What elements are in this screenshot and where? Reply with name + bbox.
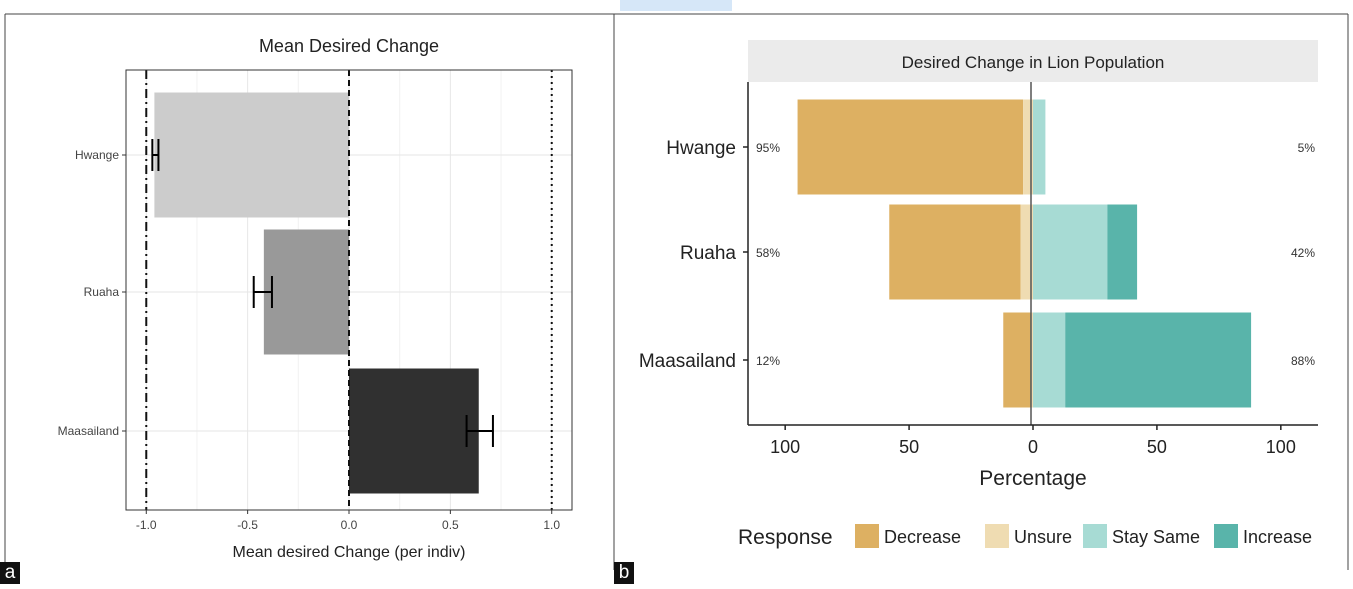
bar-segment-increase [1065, 312, 1252, 408]
bar-group-ruaha [889, 204, 1138, 300]
legend-item-decrease: Decrease [855, 524, 961, 548]
left-percentage-label: 95% [756, 141, 780, 155]
x-tick-label: 0.5 [442, 518, 459, 532]
left-percentage-label: 12% [756, 354, 780, 368]
y-tick-label-maasailand: Maasailand [639, 351, 736, 372]
error-bar-hwange [151, 139, 160, 171]
legend-swatch-increase [1214, 524, 1238, 548]
bar-segment-decrease [797, 99, 1024, 195]
panel-a-y-axis: Hwange Ruaha Maasailand [58, 148, 126, 438]
top-band-decoration [620, 0, 732, 11]
x-tick-label: -1.0 [136, 518, 157, 532]
bar-maasailand [349, 368, 479, 494]
legend-label-stay-same: Stay Same [1112, 527, 1200, 547]
legend-item-increase: Increase [1214, 524, 1312, 548]
x-tick-label: 50 [899, 437, 919, 457]
legend-title: Response [738, 526, 833, 549]
y-tick-label-hwange: Hwange [75, 148, 119, 162]
bar-segment-unsure [1023, 99, 1033, 195]
bar-segment-increase [1107, 204, 1138, 300]
panel-b-x-axis: 100 50 0 50 100 [770, 425, 1296, 457]
legend-swatch-stay-same [1083, 524, 1107, 548]
bar-segment-unsure [1030, 312, 1033, 408]
x-tick-label: 50 [1147, 437, 1167, 457]
x-tick-label: 100 [1266, 437, 1296, 457]
legend-label-decrease: Decrease [884, 527, 961, 547]
legend-label-unsure: Unsure [1014, 527, 1072, 547]
x-tick-label: 0.0 [341, 518, 358, 532]
panel-b-desired-change-in-lion-population: Desired Change in Lion Population Hwange… [639, 40, 1318, 549]
panel-b-title-strip [748, 40, 1318, 82]
legend-item-unsure: Unsure [985, 524, 1072, 548]
y-tick-label-maasailand: Maasailand [58, 424, 119, 438]
bar-segment-stay-same [1033, 204, 1108, 300]
panel-b-percentage-labels: 95% 5% 58% 42% 12% 88% [756, 141, 1315, 368]
panel-b-stacked-bars [797, 99, 1252, 408]
legend-swatch-decrease [855, 524, 879, 548]
x-tick-label: 0 [1028, 437, 1038, 457]
panel-a-title: Mean Desired Change [259, 36, 439, 56]
bar-segment-stay-same [1033, 312, 1066, 408]
y-tick-label-hwange: Hwange [666, 138, 736, 159]
y-tick-label-ruaha: Ruaha [84, 285, 120, 299]
panel-b-y-axis: Hwange Ruaha Maasailand [639, 138, 748, 372]
bar-ruaha [263, 229, 349, 355]
panel-a-x-axis: -1.0 -0.5 0.0 0.5 1.0 [136, 510, 560, 532]
bar-segment-decrease [889, 204, 1021, 300]
x-tick-label: 1.0 [543, 518, 560, 532]
bar-group-hwange [797, 99, 1046, 195]
panel-a-mean-desired-change: Mean Desired Change Hwange Ruaha Maasailan… [58, 36, 573, 561]
bar-group-maasailand [1003, 312, 1252, 408]
right-percentage-label: 88% [1291, 354, 1315, 368]
bar-segment-decrease [1003, 312, 1031, 408]
x-tick-label: -0.5 [237, 518, 258, 532]
panel-b-title: Desired Change in Lion Population [902, 53, 1165, 72]
error-bar-maasailand [465, 415, 494, 447]
error-bar-ruaha [252, 276, 273, 308]
right-percentage-label: 5% [1298, 141, 1316, 155]
bar-hwange [154, 92, 349, 218]
panel-b-legend: Response Decrease Unsure Stay Same Increase [738, 524, 1312, 549]
panel-a-error-bars [151, 139, 494, 447]
panel-label-a: a [0, 562, 20, 584]
panel-a-x-axis-label: Mean desired Change (per indiv) [232, 544, 465, 561]
bar-segment-unsure [1020, 204, 1033, 300]
panel-b-x-axis-label: Percentage [979, 467, 1086, 490]
y-tick-label-ruaha: Ruaha [680, 243, 736, 264]
right-percentage-label: 42% [1291, 246, 1315, 260]
panel-a-bars [154, 92, 479, 494]
legend-label-increase: Increase [1243, 527, 1312, 547]
panel-a-reference-lines [145, 70, 553, 510]
x-tick-label: 100 [770, 437, 800, 457]
left-percentage-label: 58% [756, 246, 780, 260]
panel-label-b: b [614, 562, 634, 584]
legend-item-stay-same: Stay Same [1083, 524, 1200, 548]
bar-segment-stay-same [1033, 99, 1046, 195]
legend-swatch-unsure [985, 524, 1009, 548]
